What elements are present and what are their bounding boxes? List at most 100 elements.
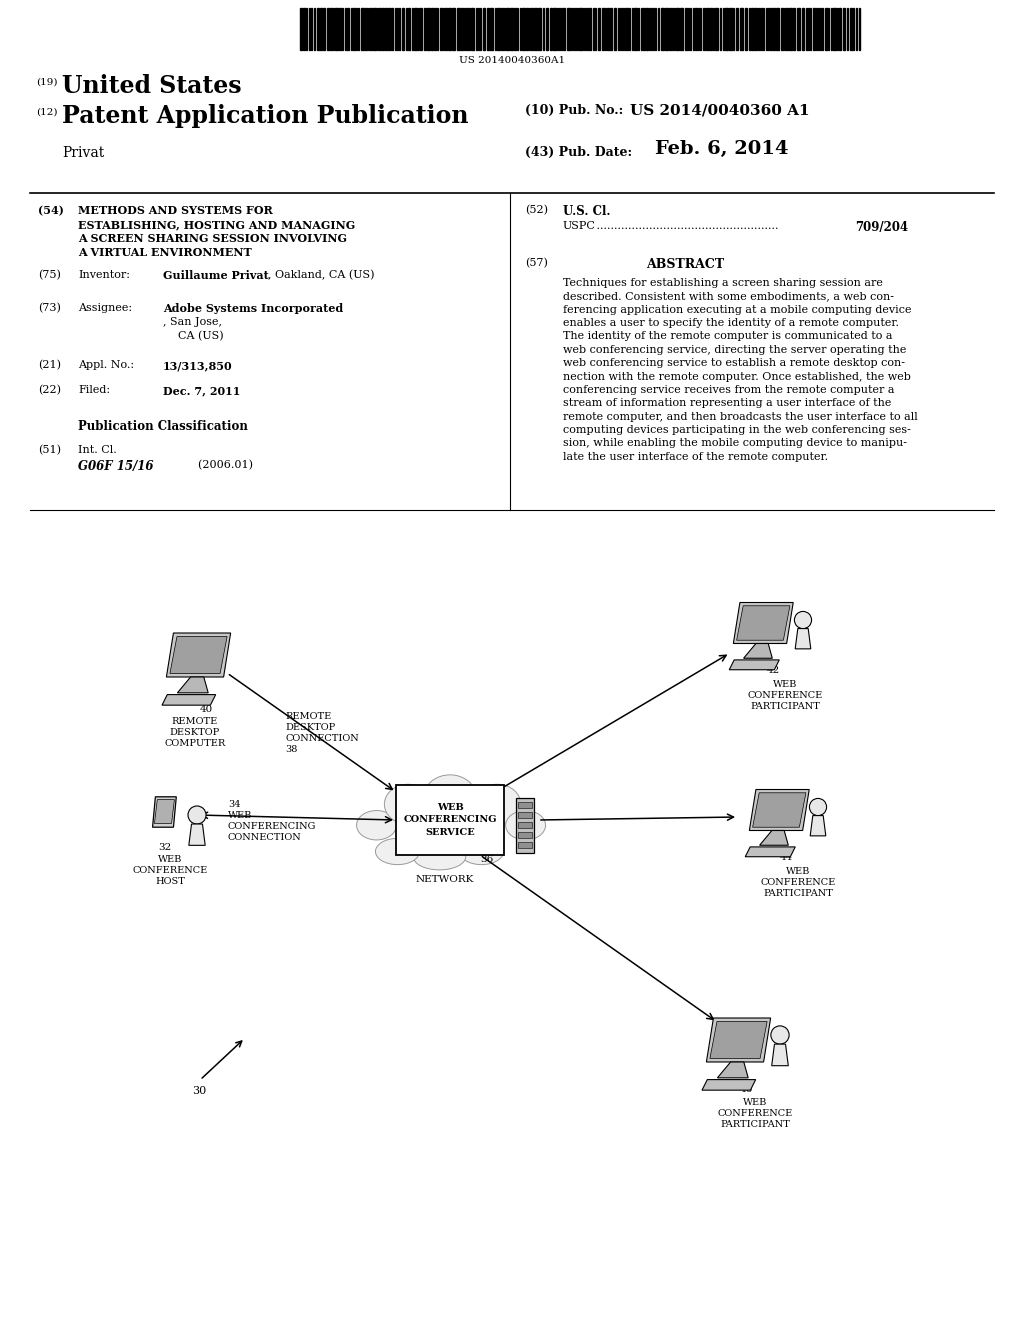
Polygon shape [710,1022,767,1059]
Bar [676,8,679,50]
Bar [353,8,355,50]
Bar [538,8,541,50]
Bar [531,8,534,50]
Text: G06F 15/16: G06F 15/16 [78,459,154,473]
Bar [434,8,436,50]
Text: REMOTE
DESKTOP
COMPUTER: REMOTE DESKTOP COMPUTER [165,717,225,748]
Text: U.S. Cl.: U.S. Cl. [563,205,610,218]
Text: Filed:: Filed: [78,385,111,395]
Text: (2006.01): (2006.01) [163,459,253,470]
Text: NETWORK: NETWORK [416,875,474,884]
Text: (43) Pub. Date:: (43) Pub. Date: [525,147,632,158]
Bar [634,8,637,50]
Text: Appl. No.:: Appl. No.: [78,360,134,370]
Bar [643,8,645,50]
Text: A VIRTUAL ENVIRONMENT: A VIRTUAL ENVIRONMENT [78,247,252,257]
Bar [669,8,671,50]
Bar [786,8,788,50]
Bar [327,8,329,50]
Bar [850,8,852,50]
Text: REMOTE
DESKTOP
CONNECTION
38: REMOTE DESKTOP CONNECTION 38 [285,711,358,754]
Text: Privat: Privat [62,147,104,160]
Bar [461,8,463,50]
Bar [563,8,565,50]
Bar [449,8,451,50]
Bar [729,8,732,50]
Text: (54): (54) [38,205,63,216]
Bar [839,8,841,50]
Text: (57): (57) [525,257,548,268]
Polygon shape [153,797,176,828]
Polygon shape [170,636,227,673]
Text: WEB
CONFERENCE
HOST: WEB CONFERENCE HOST [132,855,208,886]
Ellipse shape [414,843,466,870]
Text: US 20140040360A1: US 20140040360A1 [459,55,565,65]
Bar [373,8,376,50]
Bar [497,8,500,50]
Text: (19): (19) [36,78,57,87]
Bar [751,8,753,50]
Polygon shape [707,1018,771,1063]
Text: , San Jose,: , San Jose, [163,317,222,327]
Bar [607,8,609,50]
Polygon shape [188,824,205,845]
Text: CA (US): CA (US) [178,331,223,342]
Bar [466,8,468,50]
Bar [385,8,387,50]
Bar [802,8,804,50]
Bar [323,8,325,50]
Text: A SCREEN SHARING SESSION INVOLVING: A SCREEN SHARING SESSION INVOLVING [78,234,347,244]
Bar [522,8,525,50]
Bar [382,8,384,50]
Bar [745,8,746,50]
Bar [825,8,827,50]
Bar [330,8,332,50]
Polygon shape [750,789,809,830]
Text: (75): (75) [38,271,60,280]
Bar [662,8,664,50]
Bar [370,8,372,50]
Bar [626,8,628,50]
Text: Techniques for establishing a screen sharing session are
described. Consistent w: Techniques for establishing a screen sha… [563,279,918,462]
Text: (52): (52) [525,205,548,215]
Circle shape [809,799,826,816]
Text: (21): (21) [38,360,61,371]
Text: Assignee:: Assignee: [78,304,132,313]
Text: Dec. 7, 2011: Dec. 7, 2011 [163,385,241,396]
Bar [440,8,442,50]
Bar [646,8,648,50]
Text: 42: 42 [767,667,780,675]
Text: (12): (12) [36,108,57,117]
Text: (22): (22) [38,385,61,395]
Bar [813,8,815,50]
Bar [685,8,687,50]
Bar [445,8,447,50]
Bar [414,8,417,50]
Bar [843,8,845,50]
Text: 709/204: 709/204 [855,220,908,234]
Bar [471,8,474,50]
Text: United States: United States [62,74,242,98]
Bar [388,8,390,50]
Polygon shape [162,694,216,705]
Bar [736,8,738,50]
Bar [518,832,532,837]
Text: METHODS AND SYSTEMS FOR: METHODS AND SYSTEMS FOR [78,205,272,216]
Ellipse shape [384,784,432,824]
Text: 36: 36 [480,855,494,865]
Text: US 2014/0040360 A1: US 2014/0040360 A1 [630,104,810,117]
Polygon shape [745,847,796,857]
Bar [602,8,604,50]
Bar [518,821,532,828]
Bar [598,8,600,50]
Bar [431,8,433,50]
Bar [501,8,503,50]
Text: USPC: USPC [563,220,596,231]
Text: 32: 32 [158,843,171,851]
Ellipse shape [424,775,476,818]
Text: 40: 40 [200,705,213,714]
Bar [790,8,792,50]
Circle shape [795,611,812,628]
Bar [567,8,570,50]
Text: ABSTRACT: ABSTRACT [646,257,724,271]
